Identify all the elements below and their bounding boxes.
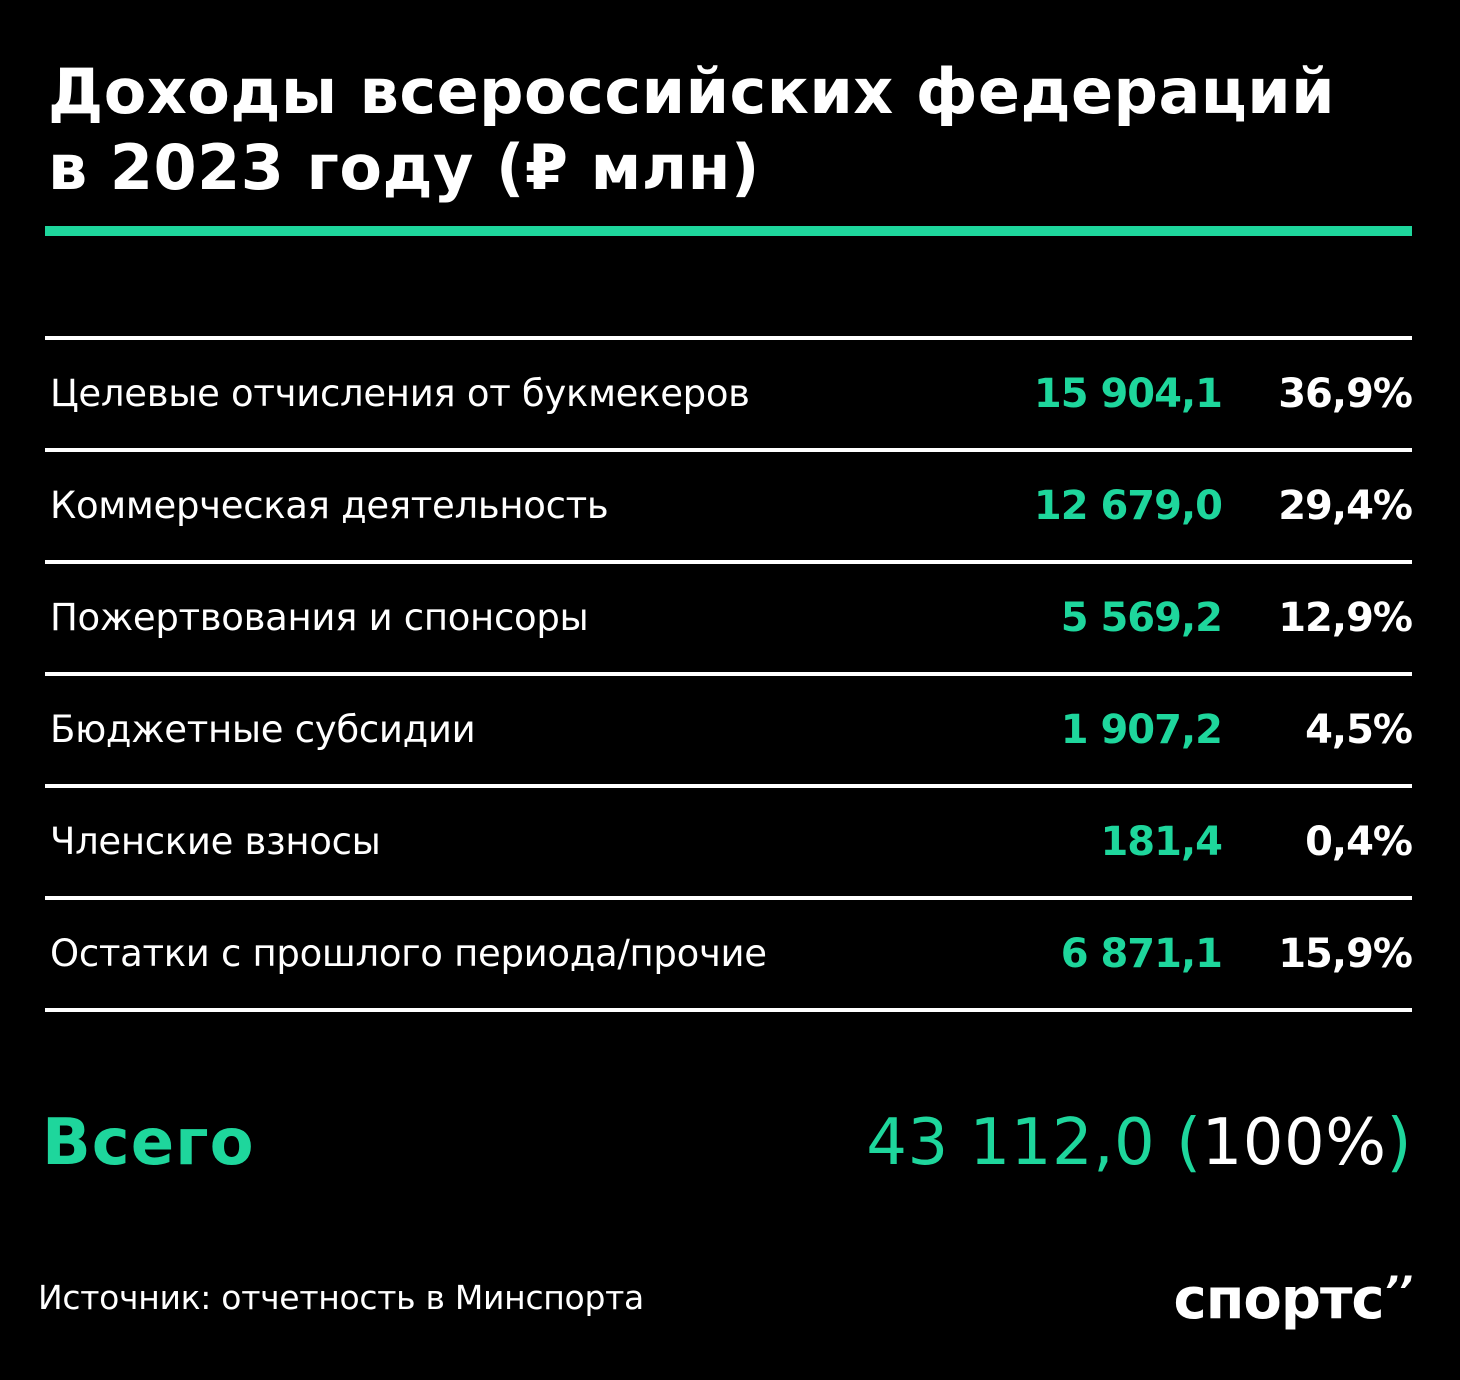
table-row: Членские взносы 181,4 0,4% xyxy=(45,788,1413,896)
row-value: 1 907,2 xyxy=(1060,707,1223,753)
row-label: Членские взносы xyxy=(50,820,381,863)
row-divider xyxy=(45,336,1412,340)
row-value: 181,4 xyxy=(1100,819,1223,865)
income-table: Целевые отчисления от букмекеров 15 904,1… xyxy=(45,336,1413,1012)
logo-text: спортс xyxy=(1173,1267,1385,1332)
source-note: Источник: отчетность в Минспорта xyxy=(38,1278,644,1317)
row-divider xyxy=(45,784,1412,788)
table-row: Бюджетные субсидии 1 907,2 4,5% xyxy=(45,676,1413,784)
table-row: Пожертвования и спонсоры 5 569,2 12,9% xyxy=(45,564,1413,672)
row-percent: 15,9% xyxy=(1278,931,1413,977)
row-label: Целевые отчисления от букмекеров xyxy=(50,372,750,415)
title-line-2: в 2023 году (₽ млн) xyxy=(48,131,760,204)
table-row: Целевые отчисления от букмекеров 15 904,1… xyxy=(45,340,1413,448)
sports-logo: спортс’’ xyxy=(1173,1267,1414,1332)
row-value: 12 679,0 xyxy=(1033,483,1223,529)
row-divider xyxy=(45,1008,1412,1012)
table-row: Коммерческая деятельность 12 679,0 29,4% xyxy=(45,452,1413,560)
accent-divider xyxy=(45,226,1412,236)
total-paren-open: ( xyxy=(1176,1106,1202,1180)
row-divider xyxy=(45,448,1412,452)
row-label: Остатки с прошлого периода/прочие xyxy=(50,932,767,975)
row-divider xyxy=(45,672,1412,676)
total-amount: 43 112,0 xyxy=(866,1106,1156,1180)
row-divider xyxy=(45,896,1412,900)
row-percent: 36,9% xyxy=(1278,371,1413,417)
row-value: 5 569,2 xyxy=(1060,595,1223,641)
row-percent: 12,9% xyxy=(1278,595,1413,641)
row-value: 15 904,1 xyxy=(1033,371,1223,417)
row-label: Пожертвования и спонсоры xyxy=(50,596,589,639)
total-percent: 100% xyxy=(1201,1106,1387,1180)
page-title: Доходы всероссийских федераций в 2023 го… xyxy=(48,54,1418,206)
title-line-1: Доходы всероссийских федераций xyxy=(48,55,1336,128)
row-label: Коммерческая деятельность xyxy=(50,484,609,527)
row-percent: 29,4% xyxy=(1278,483,1413,529)
total-value: 43 112,0 (100%) xyxy=(866,1098,1412,1188)
total-paren-close: ) xyxy=(1386,1106,1412,1180)
row-percent: 4,5% xyxy=(1305,707,1413,753)
table-row: Остатки с прошлого периода/прочие 6 871,1… xyxy=(45,900,1413,1008)
row-percent: 0,4% xyxy=(1305,819,1413,865)
total-label: Всего xyxy=(42,1106,255,1180)
row-divider xyxy=(45,560,1412,564)
logo-mark-icon: ’’ xyxy=(1383,1269,1413,1315)
row-label: Бюджетные субсидии xyxy=(50,708,476,751)
row-value: 6 871,1 xyxy=(1060,931,1223,977)
